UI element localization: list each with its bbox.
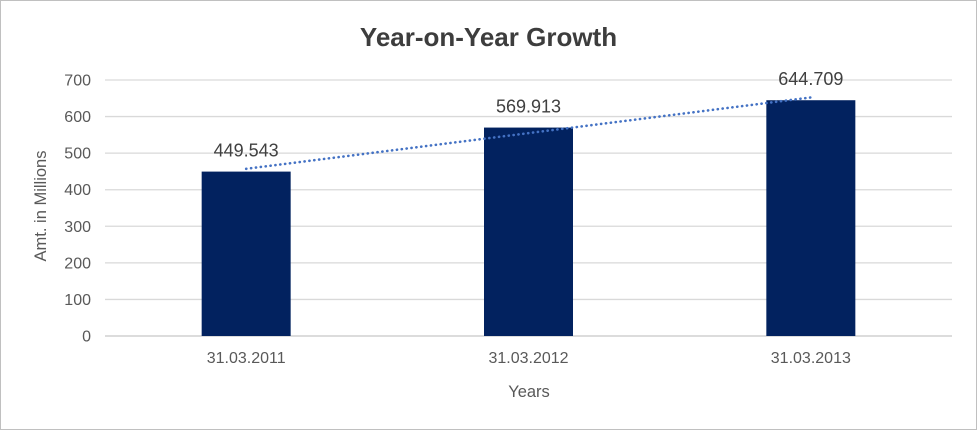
chart-title: Year-on-Year Growth <box>359 22 618 52</box>
value-label: 449.543 <box>214 141 279 161</box>
y-tick-label: 100 <box>64 292 91 309</box>
y-tick-label: 700 <box>64 73 91 90</box>
y-tick-label: 600 <box>64 109 91 126</box>
x-tick-label: 31.03.2011 <box>207 350 286 367</box>
bar <box>484 127 573 336</box>
bar <box>766 100 856 337</box>
value-label: 644.709 <box>778 69 843 89</box>
y-tick-label: 200 <box>64 255 91 272</box>
x-axis-title: Years <box>508 383 550 401</box>
value-label: 569.913 <box>496 97 561 117</box>
x-tick-label: 31.03.2013 <box>771 350 851 367</box>
y-tick-label: 400 <box>64 182 91 199</box>
bars <box>201 100 856 337</box>
y-axis-title: Amt. in Millions <box>32 151 50 262</box>
y-tick-label: 500 <box>64 146 91 163</box>
y-tick-label: 0 <box>82 329 91 346</box>
y-tick-label: 300 <box>64 219 91 236</box>
trendline <box>244 96 813 171</box>
labels-layer: 0 100 200 300 400 500 600 700 31.03.2011 449.543 3… <box>64 69 851 367</box>
x-tick-label: 31.03.2012 <box>488 350 568 367</box>
trendline-layer <box>244 96 813 171</box>
bar <box>201 171 291 336</box>
